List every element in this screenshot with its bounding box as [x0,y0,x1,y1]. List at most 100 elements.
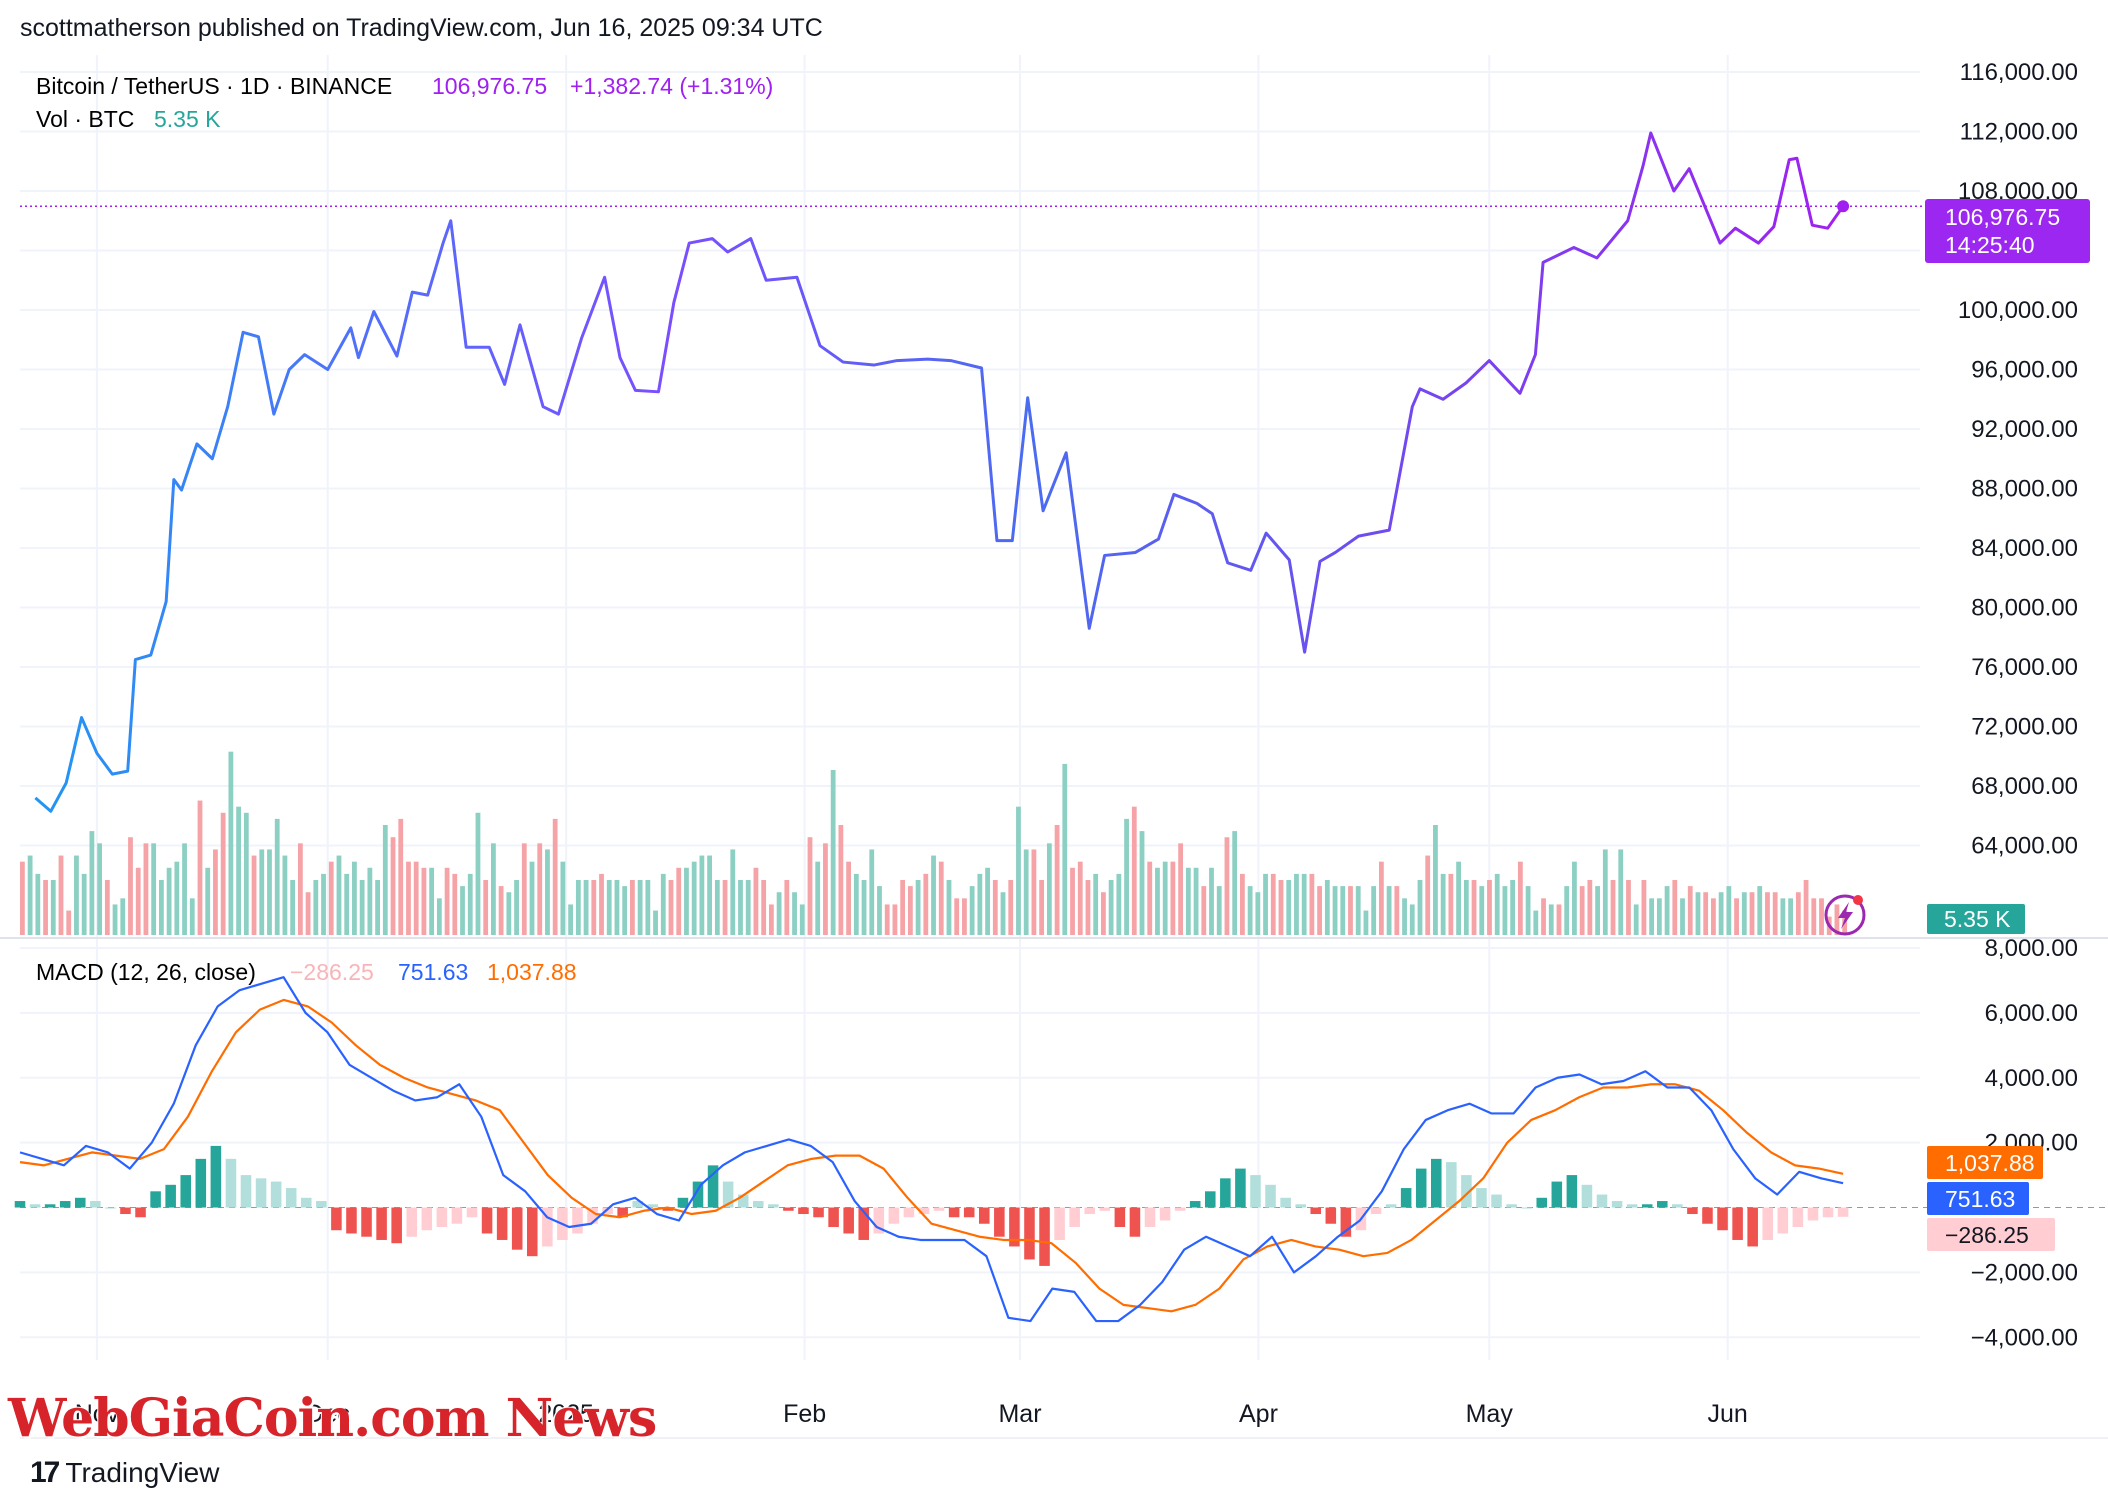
macd-histogram-bar [526,1207,538,1257]
volume-bar [1772,892,1778,935]
macd-histogram-bar [1114,1207,1126,1227]
lightning-icon[interactable] [1824,894,1866,936]
volume-bar [1533,910,1539,935]
volume-bar [552,818,558,935]
volume-bar [1633,904,1639,935]
macd-histogram-bar [466,1207,478,1218]
last-price-tag-value: 106,976.75 [1945,204,2060,230]
macd-histogram-bar [888,1207,900,1224]
volume-bar [120,898,126,935]
volume-bar [861,880,867,935]
macd-histogram-bar [1446,1162,1457,1208]
macd-histogram-bar [120,1207,131,1215]
macd-histogram-bar [737,1194,749,1208]
macd-histogram-bar [511,1207,523,1250]
volume-bar [1433,825,1438,935]
macd-histogram-bar [1476,1188,1487,1208]
volume-bar [205,867,211,935]
macd-histogram-bar [316,1201,327,1208]
tradingview-brand[interactable]: 17 TradingView [30,1456,219,1490]
price-tick-label: 92,000.00 [1971,416,2078,443]
volume-bar [969,886,975,935]
volume-bar [1000,892,1006,935]
macd-histogram-bar [1295,1204,1306,1208]
volume-bar [66,910,72,935]
macd-histogram-bar [1084,1207,1096,1215]
macd-histogram-bar [1581,1184,1593,1208]
macd-histogram-bar [376,1207,387,1240]
volume-bar [907,886,913,935]
price-tick-label: 112,000.00 [1960,119,2078,146]
volume-bar [1618,849,1624,935]
volume-bar [1788,898,1794,935]
macd-histogram-bar [90,1201,101,1208]
volume-bar [506,892,512,935]
macd-series [14,976,1849,1323]
volume-bar [1463,880,1469,935]
x-tick-label: Mar [998,1400,1041,1428]
volume-bar [1209,867,1214,935]
volume-bar [1116,873,1122,935]
volume-bar [1348,886,1353,935]
macd-tick-label: 4,000.00 [1985,1065,2078,1092]
volume-bar [1680,898,1685,935]
price-tick-label: 96,000.00 [1971,357,2078,384]
macd-histogram-bar [1702,1207,1713,1224]
volume-bar [1378,861,1384,935]
price-tick-label: 88,000.00 [1971,476,2078,503]
macd-histogram-bar [105,1207,116,1209]
macd-histogram-bar [1611,1201,1623,1208]
volume-bar [460,886,465,935]
volume-bar [1626,880,1631,935]
volume-bar [1294,873,1299,935]
macd-legend-hist: −286.25 [290,959,374,985]
macd-histogram-bar [421,1207,433,1231]
volume-bar [1672,880,1678,935]
volume-bar [1819,898,1824,935]
volume-bar [1031,849,1037,935]
volume-bar [830,770,836,935]
macd-histogram-bar [1626,1204,1638,1208]
macd-hist-tag [1927,1218,2055,1251]
tradingview-label: TradingView [65,1457,220,1488]
volume-bar [591,880,597,935]
macd-histogram-bar [74,1197,86,1208]
volume-bar [1834,904,1840,935]
volume-bar [745,880,751,935]
price-tick-label: 100,000.00 [1958,297,2078,324]
volume-bar [1556,904,1562,935]
macd-histogram-bar [903,1207,915,1218]
macd-histogram-bar [1551,1181,1563,1208]
volume-bar [189,898,195,935]
macd-histogram-bar [692,1181,704,1208]
volume-bar [977,873,983,935]
macd-histogram-bar [1491,1194,1502,1208]
volume-bar [1023,849,1029,935]
volume-bar [382,825,388,935]
macd-legend-signal: 1,037.88 [487,959,577,985]
macd-histogram-bar [798,1207,809,1215]
macd-histogram-bar [1641,1204,1653,1208]
macd-histogram-bar [1205,1191,1216,1208]
macd-histogram-bar [1189,1201,1201,1208]
volume-bar [1155,867,1160,935]
price-change-legend: +1,382.74 (+1.31%) [570,73,773,99]
volume-bar [707,855,713,935]
volume-bar [1548,904,1554,935]
volume-bar [1456,861,1461,935]
macd-histogram-bar [1129,1207,1141,1237]
macd-histogram-bar [707,1165,719,1208]
volume-bar [1811,898,1817,935]
macd-line-tag [1927,1182,2029,1215]
macd-histogram-bar [587,1207,598,1224]
volume-bar [1687,886,1693,935]
macd-histogram-bar [180,1175,192,1208]
volume-bar [1371,886,1377,935]
macd-histogram-bar [843,1207,854,1234]
volume-bar [622,886,628,935]
volume-bar [1741,892,1747,935]
volume-bar [1054,825,1060,935]
volume-bar [1664,886,1670,935]
macd-histogram-bar [677,1197,689,1208]
